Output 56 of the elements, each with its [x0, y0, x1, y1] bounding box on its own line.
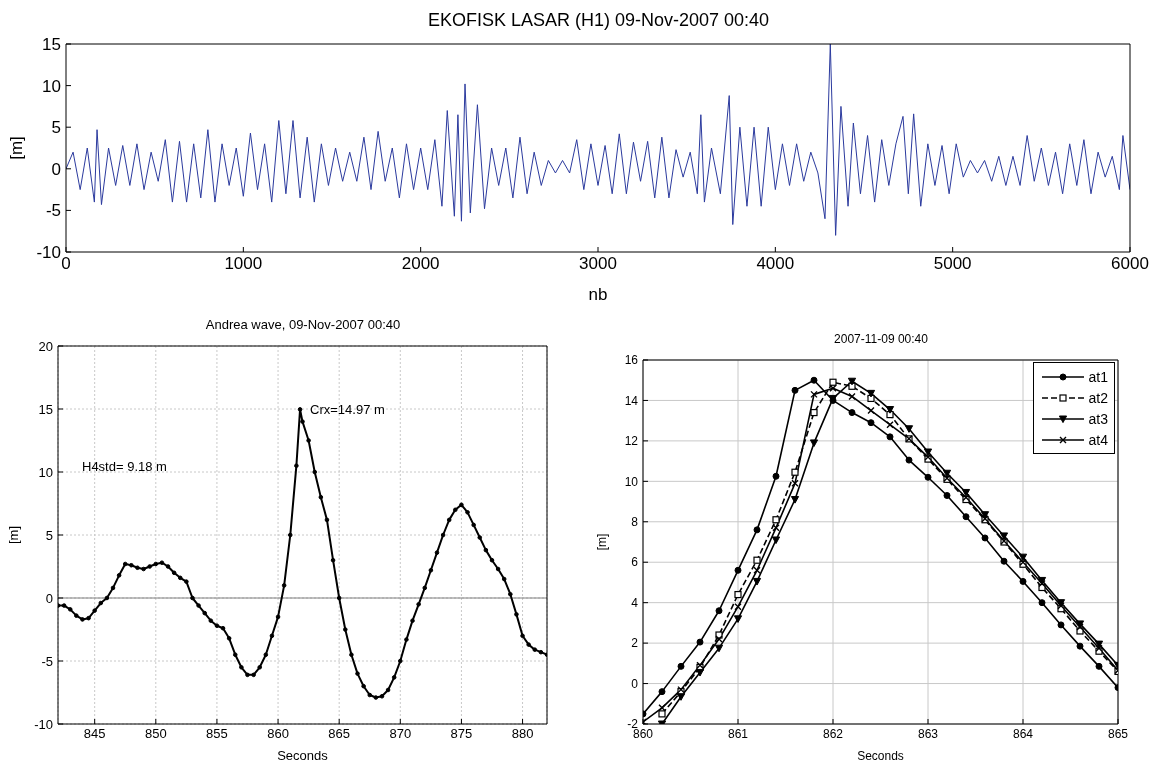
x-tick-label: 4000 [756, 254, 795, 274]
x-tick-label: 6000 [1111, 254, 1149, 274]
y-tick-label: 10 [38, 464, 53, 480]
x-axis-title: Seconds [277, 748, 329, 763]
legend-label: at1 [1088, 368, 1108, 385]
x-tick-label: 861 [727, 726, 749, 741]
legend-label: at2 [1088, 389, 1108, 406]
x-tick-label: 1000 [224, 254, 263, 274]
x-tick-label: 865 [328, 726, 351, 742]
legend-label: at3 [1088, 410, 1108, 427]
x-axis-title: Seconds [857, 749, 904, 763]
y-tick-label: 6 [631, 555, 639, 570]
y-tick-label: 15 [42, 35, 61, 55]
y-tick-label: 5 [45, 527, 53, 543]
y-tick-label: 2 [631, 636, 639, 651]
legend-label: at4 [1088, 431, 1108, 448]
y-tick-label: 8 [631, 515, 639, 530]
y-tick-label: -10 [34, 716, 53, 732]
y-tick-label: -5 [45, 201, 61, 221]
annotation: Crx=14.97 m [310, 401, 385, 417]
x-tick-label: 5000 [933, 254, 972, 274]
y-tick-label: 5 [51, 118, 61, 138]
x-tick-label: 850 [144, 726, 167, 742]
y-tick-label: 20 [38, 338, 53, 354]
y-tick-label: 10 [42, 76, 61, 96]
x-tick-label: 864 [1012, 726, 1034, 741]
x-tick-label: 875 [450, 726, 473, 742]
x-tick-label: 855 [206, 726, 228, 742]
y-tick-label: 15 [38, 401, 53, 417]
y-tick-label: 0 [51, 159, 61, 179]
x-tick-label: 870 [389, 726, 412, 742]
x-tick-label: 865 [1107, 726, 1129, 741]
y-tick-label: 14 [624, 393, 639, 408]
x-tick-label: 880 [511, 726, 534, 742]
y-tick-label: -5 [41, 653, 53, 669]
x-axis-title: nb [588, 285, 608, 304]
y-tick-label: 12 [624, 434, 639, 449]
y-tick-label: 0 [631, 676, 639, 691]
x-tick-label: 845 [83, 726, 106, 742]
y-axis-title: [m] [7, 136, 27, 160]
x-tick-label: 863 [917, 726, 939, 741]
annotation: H4std= 9.18 m [82, 458, 167, 474]
y-axis-title: [m] [595, 533, 610, 551]
x-tick-label: 2000 [401, 254, 440, 274]
x-tick-label: 862 [822, 726, 844, 741]
chart-title: 2007-11-09 00:40 [833, 332, 929, 346]
y-tick-label: 0 [45, 590, 53, 606]
x-tick-label: 860 [267, 726, 289, 742]
y-tick-label: 16 [624, 353, 639, 368]
y-tick-label: 10 [624, 474, 639, 489]
x-tick-label: 3000 [579, 254, 617, 274]
y-tick-label: -10 [36, 243, 61, 263]
chart-title: EKOFISK LASAR (H1) 09-Nov-2007 00:40 [426, 10, 771, 31]
y-tick-label: 4 [631, 595, 639, 610]
y-axis-title: [m] [5, 525, 21, 545]
chart-title: Andrea wave, 09-Nov-2007 00:40 [204, 317, 402, 332]
